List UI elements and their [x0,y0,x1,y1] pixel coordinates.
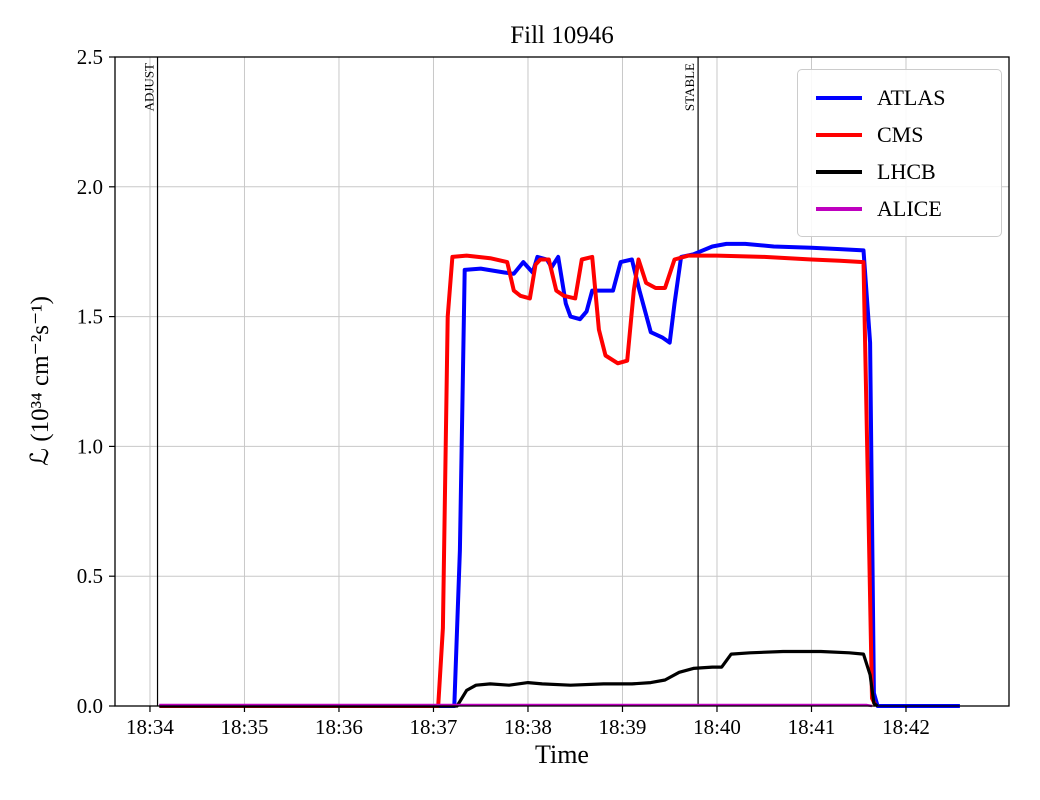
x-tick-label: 18:41 [788,715,836,739]
series-line-lhcb [159,649,879,708]
x-tick-label: 18:35 [221,715,269,739]
vline-label-stable: STABLE [682,63,697,111]
legend-label: ALICE [877,195,942,221]
legend-swatch-alice [816,206,862,211]
legend-item-alice: ALICE [798,190,1001,227]
legend-swatch-lhcb [816,169,862,174]
legend-label: ATLAS [877,84,946,110]
y-tick-label: 0.0 [77,694,103,718]
legend-label: CMS [877,121,924,147]
legend: ATLAS CMS LHCB ALICE [797,69,1002,237]
axes-frame [114,56,1010,707]
x-tick-label: 18:39 [599,715,647,739]
y-tick-label: 1.0 [77,434,103,458]
legend-swatch-cms [816,132,862,137]
y-tick-label: 0.5 [77,564,103,588]
x-tick-label: 18:34 [126,715,174,739]
legend-label: LHCB [877,158,936,184]
legend-item-atlas: ATLAS [798,79,1001,116]
x-axis-label: Time [535,740,589,769]
x-tick-label: 18:36 [315,715,363,739]
x-tick-label: 18:38 [504,715,552,739]
series-line-cms [159,253,878,708]
legend-swatch-atlas [816,95,862,100]
y-tick-label: 2.0 [77,175,103,199]
legend-item-lhcb: LHCB [798,153,1001,190]
vline-label-adjust: ADJUST [142,63,157,111]
x-tick-label: 18:37 [410,715,458,739]
x-tick-label: 18:40 [693,715,741,739]
y-tick-label: 1.5 [77,305,103,329]
y-tick-label: 2.5 [77,45,103,69]
x-tick-label: 18:42 [882,715,930,739]
legend-item-cms: CMS [798,116,1001,153]
series-line-atlas [159,241,960,708]
y-axis-label: ℒ (10³⁴ cm⁻²s⁻¹) [27,295,54,467]
chart-title: Fill 10946 [510,22,614,49]
